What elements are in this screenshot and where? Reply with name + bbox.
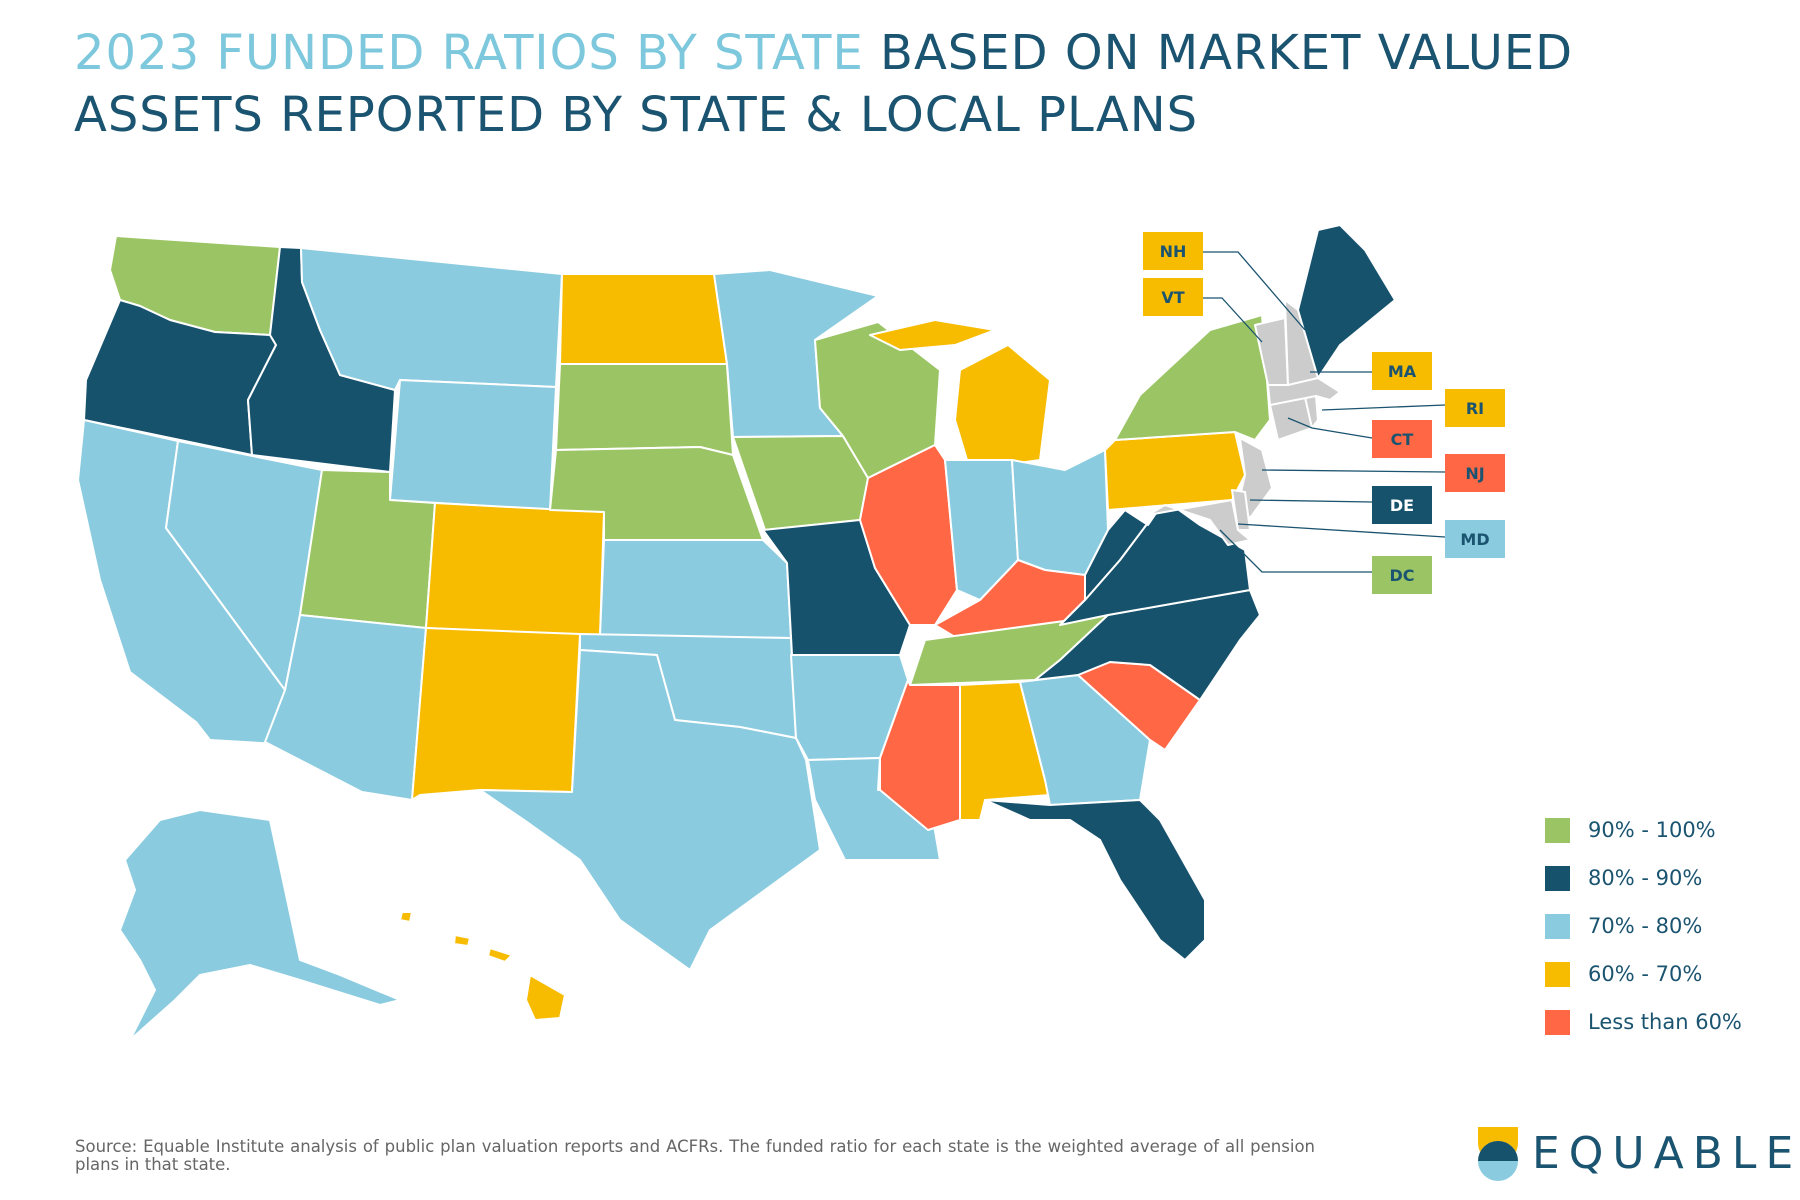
callout-label: VT — [1161, 288, 1184, 307]
callout-label: MD — [1460, 530, 1489, 549]
logo-text: EQUABLE — [1532, 1127, 1800, 1179]
callout-box — [1143, 278, 1203, 316]
callout-ri: RI — [1445, 389, 1505, 427]
state-fl — [984, 799, 1206, 961]
legend-label: 80% - 90% — [1588, 866, 1703, 890]
legend-swatch — [1545, 913, 1570, 939]
state-mi — [869, 319, 1051, 471]
source-note: Source: Equable Institute analysis of pu… — [75, 1137, 1315, 1174]
state-nm — [411, 627, 581, 801]
legend-label: 60% - 70% — [1588, 962, 1703, 986]
callout-lines — [1203, 251, 1446, 573]
legend-swatch — [1545, 865, 1570, 891]
state-callouts: NH VT MA RI CT NJ DE MD DC — [1143, 232, 1505, 594]
callout-label: NJ — [1465, 464, 1484, 483]
state-co — [425, 502, 605, 637]
legend-item: 90% - 100% — [1545, 806, 1742, 854]
legend-item: 80% - 90% — [1545, 854, 1742, 902]
callout-label: NH — [1160, 242, 1187, 261]
legend-label: 90% - 100% — [1588, 818, 1716, 842]
state-wy — [389, 379, 557, 511]
callout-label: RI — [1466, 399, 1484, 418]
callout-box — [1372, 352, 1432, 390]
state-tx — [479, 649, 821, 971]
callout-label: CT — [1391, 430, 1414, 449]
callout-box — [1445, 454, 1505, 492]
state-hi — [399, 911, 566, 1021]
title-highlight: 2023 FUNDED RATIOS BY STATE — [74, 25, 864, 81]
legend-swatch — [1545, 817, 1570, 843]
state-mt — [300, 247, 563, 391]
equable-logo: EQUABLE — [1478, 1125, 1800, 1181]
callout-box — [1445, 520, 1505, 558]
state-pa — [1104, 431, 1246, 511]
title-rest: BASED ON MARKET VALUED ASSETS REPORTED B… — [74, 25, 1574, 143]
callout-de: DE — [1372, 486, 1432, 524]
legend-label: Less than 60% — [1588, 1010, 1742, 1034]
callout-md: MD — [1445, 520, 1505, 558]
callout-box — [1372, 486, 1432, 524]
callout-dc: DC — [1372, 556, 1432, 594]
legend: 90% - 100% 80% - 90% 70% - 80% 60% - 70% Les… — [1545, 806, 1742, 1046]
state-ak — [119, 809, 401, 1041]
state-ks — [599, 539, 792, 639]
callout-label: DC — [1389, 566, 1414, 585]
callout-box — [1372, 420, 1432, 458]
callout-box — [1372, 556, 1432, 594]
callout-label: MA — [1388, 362, 1417, 381]
state-shapes — [77, 224, 1396, 1041]
state-ny — [1114, 314, 1271, 441]
state-nd — [559, 273, 728, 365]
page-title: 2023 FUNDED RATIOS BY STATE BASED ON MAR… — [74, 22, 1714, 146]
legend-swatch — [1545, 1009, 1570, 1035]
legend-swatch — [1545, 961, 1570, 987]
state-sd — [555, 363, 734, 456]
callout-label: DE — [1390, 496, 1414, 515]
legend-label: 70% - 80% — [1588, 914, 1703, 938]
callout-nj: NJ — [1445, 454, 1505, 492]
callout-ct: CT — [1372, 420, 1432, 458]
legend-item: 60% - 70% — [1545, 950, 1742, 998]
callout-box — [1143, 232, 1203, 270]
legend-item: 70% - 80% — [1545, 902, 1742, 950]
callout-box — [1445, 389, 1505, 427]
callout-nh: NH — [1143, 232, 1203, 270]
callout-vt: VT — [1143, 278, 1203, 316]
equable-logo-icon — [1478, 1127, 1518, 1181]
callout-ma: MA — [1372, 352, 1432, 390]
legend-item: Less than 60% — [1545, 998, 1742, 1046]
